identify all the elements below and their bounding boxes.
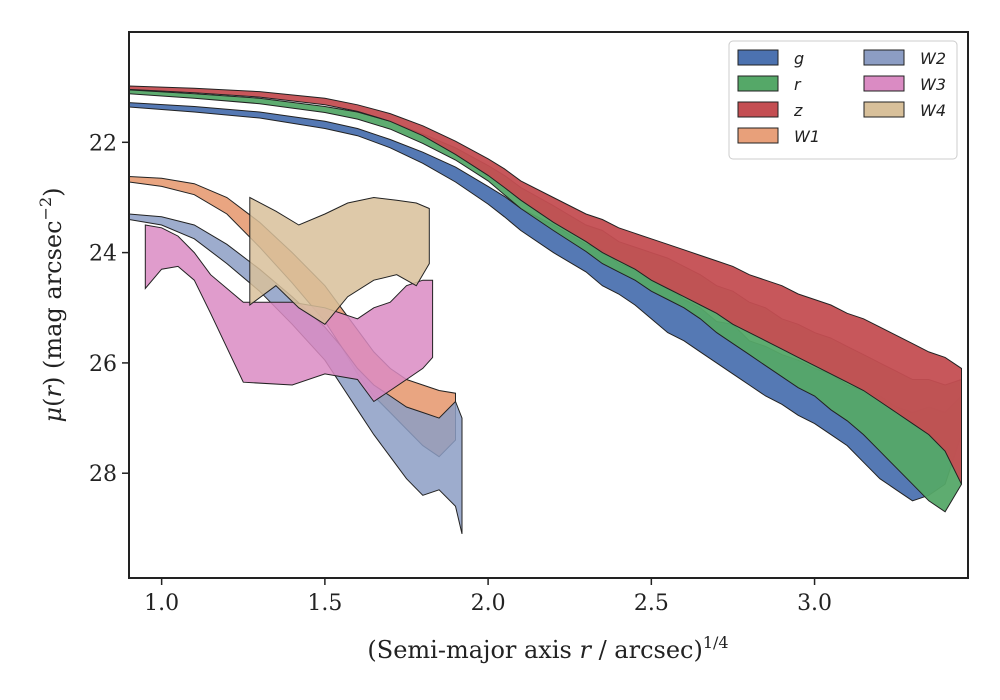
band-W3 bbox=[144, 224, 434, 403]
y-axis: 22 24 26 28 bbox=[89, 131, 129, 487]
y-tick-label: 24 bbox=[89, 242, 117, 267]
x-tick-label: 2.5 bbox=[634, 591, 669, 616]
x-axis: 1.0 1.5 2.0 2.5 3.0 bbox=[144, 578, 832, 616]
legend-swatch-r bbox=[737, 75, 779, 92]
legend-swatch-g bbox=[737, 49, 779, 66]
y-tick-label: 22 bbox=[89, 131, 117, 156]
x-tick-label: 3.0 bbox=[797, 591, 832, 616]
x-tick-label: 1.0 bbox=[144, 591, 179, 616]
y-axis-label: μ(r) (mag arcsec−2) bbox=[36, 187, 67, 422]
x-tick-label: 2.0 bbox=[471, 591, 506, 616]
legend-swatch-W4 bbox=[863, 101, 905, 118]
band-z bbox=[129, 85, 962, 485]
y-tick-label: 26 bbox=[89, 352, 117, 377]
plot-frame bbox=[128, 31, 969, 579]
legend-label-g: g bbox=[794, 49, 804, 68]
legend: grz W1 W2 W3 W4 bbox=[728, 40, 958, 160]
legend-swatch-W1 bbox=[737, 127, 779, 144]
legend-label-W4: W4 bbox=[920, 101, 946, 120]
band-W4 bbox=[249, 196, 430, 325]
legend-label-W3: W3 bbox=[920, 75, 946, 94]
legend-label-r: r bbox=[794, 75, 802, 94]
series-bands bbox=[129, 85, 962, 535]
legend-label-W2: W2 bbox=[920, 49, 946, 68]
legend-label-W1: W1 bbox=[794, 127, 820, 146]
legend-box bbox=[728, 40, 958, 160]
legend-label-z: z bbox=[793, 101, 803, 120]
legend-swatch-z bbox=[737, 101, 779, 118]
legend-swatch-W2 bbox=[863, 49, 905, 66]
x-tick-label: 1.5 bbox=[307, 591, 342, 616]
x-axis-label: (Semi-major axis r / arcsec)1/4 bbox=[367, 633, 728, 664]
y-tick-label: 28 bbox=[89, 462, 117, 487]
legend-swatch-W3 bbox=[863, 75, 905, 92]
